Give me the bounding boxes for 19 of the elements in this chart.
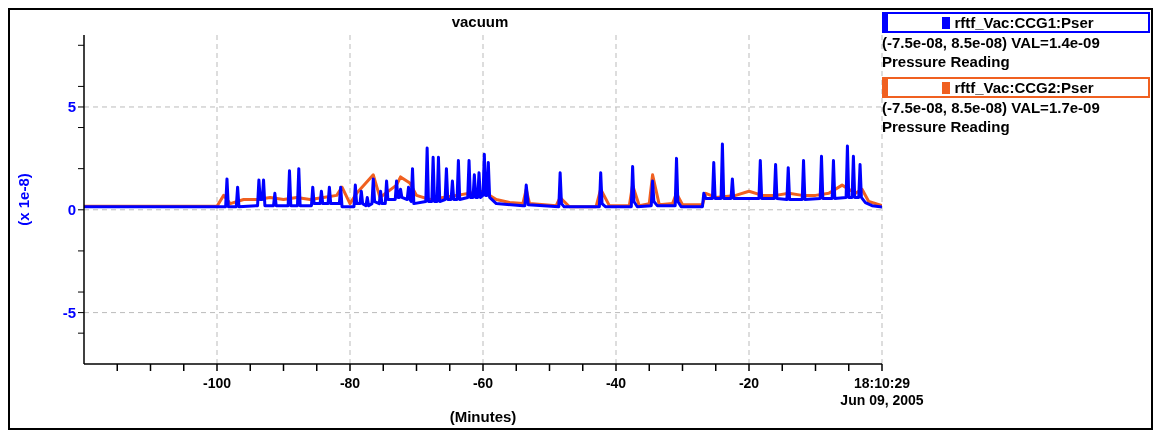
legend-label: rftf_Vac:CCG1:Pser: [954, 14, 1094, 31]
x-tick-label: -100: [202, 375, 232, 391]
annotation: (-7.5e-08, 8.5e-08) VAL=1.7e-09: [882, 98, 1101, 117]
y-tick-label: -5: [62, 303, 76, 321]
annotation: (-7.5e-08, 8.5e-08) VAL=1.4e-09: [882, 33, 1101, 52]
x-tick-label: -80: [339, 375, 361, 391]
annotation: Pressure Reading: [882, 52, 1011, 71]
y-tick-label: 0: [67, 201, 76, 219]
x-tick-label: -40: [605, 375, 627, 391]
y-axis-title: (x 1e-8): [15, 173, 33, 226]
x-tick-label: -20: [738, 375, 760, 391]
annotation: Pressure Reading: [882, 117, 1011, 136]
x-tick-label: 18:10:29 Jun 09, 2005: [840, 375, 924, 408]
line-series: [84, 142, 882, 209]
x-tick-label: -60: [472, 375, 494, 391]
y-tick-label: 5: [67, 98, 76, 116]
chart-title: vacuum: [451, 13, 509, 30]
x-axis-title: (Minutes): [449, 408, 517, 425]
legend-label: rftf_Vac:CCG2:Pser: [954, 79, 1094, 96]
